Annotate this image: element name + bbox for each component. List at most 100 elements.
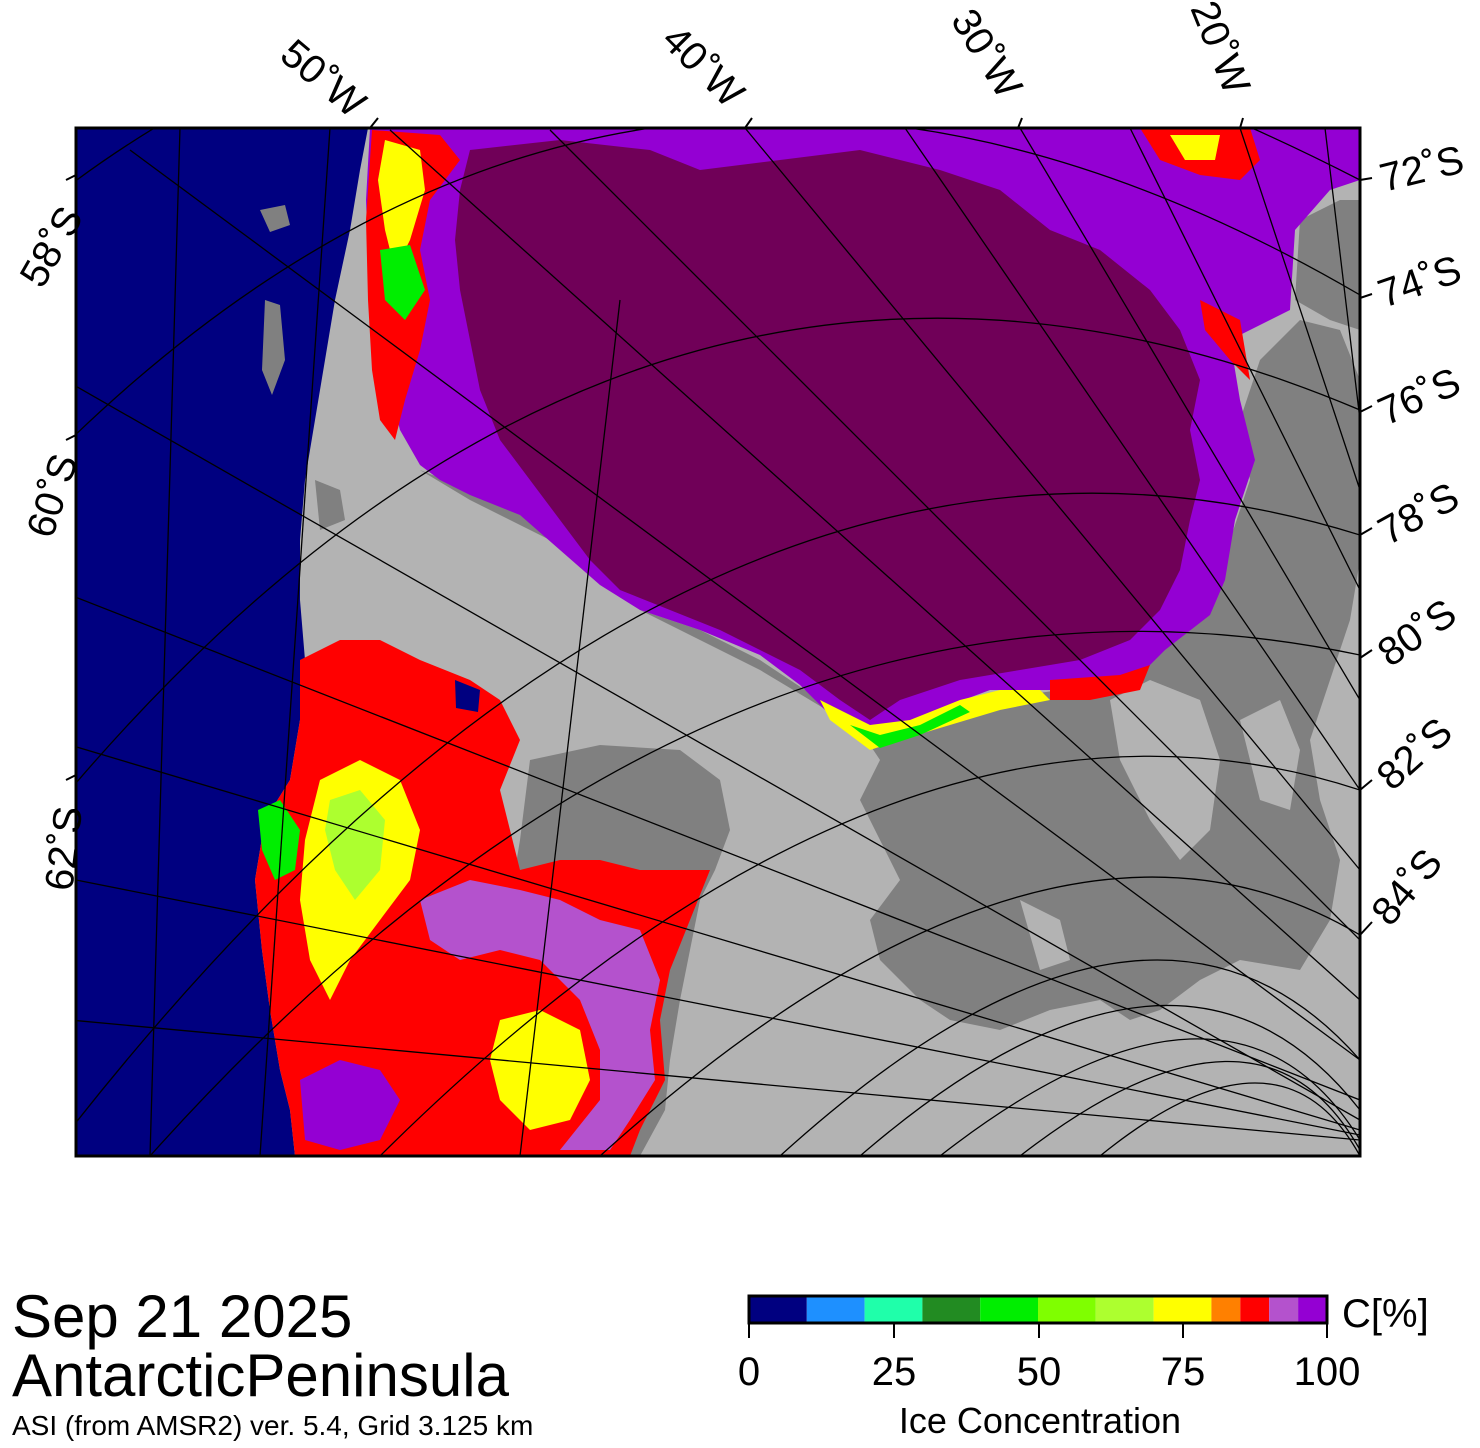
colorbar-segment bbox=[1153, 1296, 1212, 1323]
meridian-line bbox=[1239, 128, 1360, 491]
colorbar-segment bbox=[1298, 1296, 1327, 1323]
tick-mark bbox=[1017, 117, 1023, 129]
colorbar-segment bbox=[1038, 1296, 1096, 1323]
ice-edge-red bbox=[1050, 665, 1150, 700]
colorbar-tick-label: 0 bbox=[738, 1350, 760, 1394]
peninsula-marginal-ice-purple bbox=[300, 1060, 400, 1150]
colorbar-frame bbox=[747, 1294, 1329, 1325]
data-source: ASI (from AMSR2) ver. 5.4, Grid 3.125 km bbox=[12, 1410, 534, 1441]
colorbar-segment bbox=[749, 1296, 807, 1323]
lon-label-20w: 20˚W bbox=[1182, 0, 1259, 100]
meridian-line bbox=[149, 128, 181, 1156]
colorbar-segment bbox=[1095, 1296, 1154, 1323]
lat-label-72s: 72˚S bbox=[1376, 138, 1469, 201]
colorbar-tick-label: 100 bbox=[1294, 1350, 1361, 1394]
latitude-line bbox=[599, 876, 1360, 1156]
tick-mark bbox=[65, 774, 77, 781]
tick-mark bbox=[1359, 649, 1373, 659]
tick-mark bbox=[744, 117, 753, 129]
weddell-dense-ice bbox=[455, 140, 1200, 720]
tick-mark bbox=[65, 174, 77, 181]
ice-edge-green bbox=[380, 245, 425, 320]
colorbar-unit: C[%] bbox=[1342, 1292, 1429, 1336]
colorbar-segment bbox=[980, 1296, 1038, 1323]
meridian-line bbox=[1019, 128, 1360, 701]
colorbar-segment bbox=[806, 1296, 865, 1323]
tick-mark bbox=[1359, 293, 1373, 299]
land-patch bbox=[315, 480, 345, 530]
peninsula-marginal-ice-purple bbox=[420, 880, 660, 1150]
lat-label-80s: 80˚S bbox=[1370, 591, 1464, 676]
lat-label-62s: 62˚S bbox=[37, 804, 91, 893]
lon-label-40w: 40˚W bbox=[654, 17, 753, 116]
meridian-line bbox=[76, 385, 1360, 1121]
colorbar-segment bbox=[922, 1296, 981, 1323]
meridian-line bbox=[129, 149, 1360, 1061]
colorbar-segment bbox=[1240, 1296, 1270, 1323]
meridian-line bbox=[76, 879, 1360, 1136]
latitude-line bbox=[76, 317, 1360, 785]
colorbar-tick-label: 50 bbox=[1017, 1350, 1062, 1394]
lon-label-30w: 30˚W bbox=[942, 1, 1030, 106]
peninsula-marginal-ice-yellow bbox=[490, 1010, 590, 1130]
ice-edge-red bbox=[1200, 300, 1250, 380]
colorbar-tick-label: 75 bbox=[1161, 1350, 1206, 1394]
ocean-patch bbox=[455, 680, 480, 712]
tick-mark bbox=[1359, 405, 1373, 413]
latitude-line bbox=[379, 755, 1360, 1156]
map-date: Sep 21 2025 bbox=[12, 1283, 353, 1350]
lat-label-74s: 74˚S bbox=[1373, 247, 1467, 316]
ice-shelf bbox=[1295, 200, 1360, 330]
tick-mark bbox=[1359, 779, 1373, 791]
land-patch bbox=[1020, 900, 1070, 970]
meridian-line bbox=[76, 1019, 1360, 1141]
meridian-line bbox=[904, 128, 1360, 791]
land-patch bbox=[262, 300, 285, 395]
latitude-line bbox=[149, 630, 1360, 1156]
ice-edge-yellow bbox=[1170, 135, 1220, 160]
map-frame bbox=[74, 126, 1362, 1158]
meridian-line bbox=[1324, 128, 1360, 421]
meridian-line bbox=[519, 299, 621, 1156]
colorbar-segment bbox=[1211, 1296, 1241, 1323]
meridian-line bbox=[76, 596, 1360, 1101]
ice-shelf bbox=[350, 320, 1360, 1030]
colorbar-ticks bbox=[748, 1323, 1328, 1338]
tick-mark bbox=[1359, 921, 1373, 936]
colorbar-segment bbox=[1269, 1296, 1299, 1323]
lon-label-50w: 50˚W bbox=[272, 31, 374, 126]
land-patch bbox=[260, 205, 290, 232]
latitude-line bbox=[76, 128, 1360, 436]
lat-label-82s: 82˚S bbox=[1369, 709, 1461, 798]
lat-label-76s: 76˚S bbox=[1372, 360, 1467, 435]
meridian-line bbox=[1129, 128, 1360, 591]
latitude-line bbox=[779, 959, 1360, 1156]
peninsula-marginal-ice-green bbox=[325, 790, 385, 900]
land-patch bbox=[1110, 680, 1220, 860]
meridian-line bbox=[76, 746, 1360, 1131]
region-name: AntarcticPeninsula bbox=[12, 1342, 509, 1409]
ice-edge-green bbox=[850, 705, 970, 748]
tick-mark bbox=[369, 117, 379, 129]
meridian-line bbox=[389, 129, 1360, 1001]
colorbar-title: Ice Concentration bbox=[899, 1400, 1181, 1441]
colorbar-tick-label: 25 bbox=[872, 1350, 917, 1394]
latitude-line bbox=[939, 1038, 1360, 1156]
lat-label-84s: 84˚S bbox=[1363, 841, 1451, 934]
tick-mark bbox=[65, 434, 77, 441]
meridian-line bbox=[549, 129, 1360, 941]
peninsula-marginal-ice-green bbox=[258, 800, 300, 880]
open-water bbox=[76, 128, 368, 1156]
latitude-line bbox=[1019, 1060, 1360, 1156]
tick-mark bbox=[1359, 527, 1373, 536]
tick-mark bbox=[1239, 117, 1244, 129]
latitude-line bbox=[76, 492, 1360, 1124]
colorbar bbox=[749, 1296, 1327, 1323]
lat-label-78s: 78˚S bbox=[1371, 474, 1466, 553]
latitude-line bbox=[859, 1004, 1360, 1156]
meridian-line bbox=[259, 128, 331, 1156]
meridian-line bbox=[744, 128, 1360, 871]
colorbar-segment bbox=[864, 1296, 923, 1323]
tick-mark bbox=[1359, 177, 1373, 181]
